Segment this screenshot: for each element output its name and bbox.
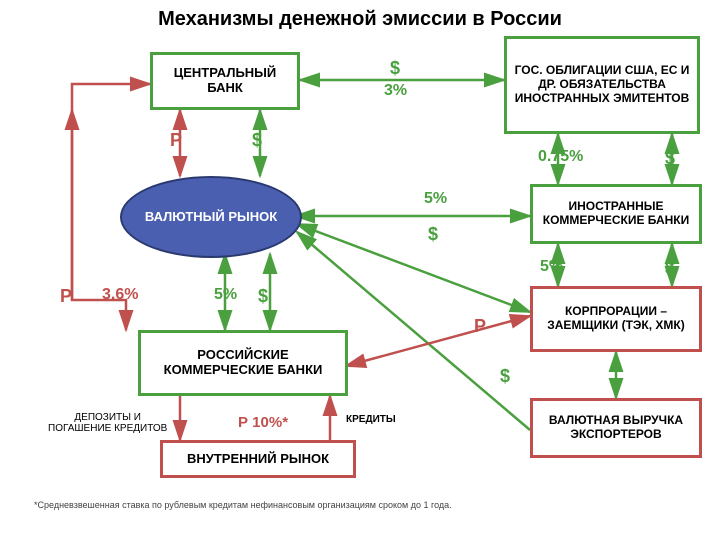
label-p_corp: Р bbox=[474, 316, 486, 337]
label-pct_3: 3% bbox=[384, 82, 407, 100]
node-central_bank: ЦЕНТРАЛЬНЫЙ БАНК bbox=[150, 52, 300, 110]
label-dollar_mid: $ bbox=[428, 224, 438, 245]
arrow-7 bbox=[297, 224, 530, 312]
footnote: *Средневзвешенная ставка по рублевым кре… bbox=[34, 500, 452, 510]
label-p_10: Р 10%* bbox=[238, 414, 288, 431]
node-domestic_market: ВНУТРЕННИЙ РЫНОК bbox=[160, 440, 356, 478]
arrow-9 bbox=[346, 316, 530, 366]
label-dollar_075: $ bbox=[665, 148, 675, 169]
node-export_revenue: ВАЛЮТНАЯ ВЫРУЧКА ЭКСПОРТЕРОВ bbox=[530, 398, 702, 458]
node-gov_bonds: ГОС. ОБЛИГАЦИИ США, ЕС И ДР. ОБЯЗАТЕЛЬСТ… bbox=[504, 36, 700, 134]
label-pct_5_top: 5% bbox=[424, 190, 447, 208]
label-dollar_cb: $ bbox=[252, 130, 262, 151]
label-pct_36: 3.6% bbox=[102, 286, 138, 304]
node-corporations: КОРПРОРАЦИИ – ЗАЕМЩИКИ (ТЭК, ХМК) bbox=[530, 286, 702, 352]
page-title: Механизмы денежной эмиссии в России bbox=[0, 8, 720, 31]
label-deposits: ДЕПОЗИТЫ ИПОГАШЕНИЕ КРЕДИТОВ bbox=[48, 412, 167, 434]
node-ru_banks: РОССИЙСКИЕ КОММЕРЧЕСКИЕ БАНКИ bbox=[138, 330, 348, 396]
label-p_far_left: Р bbox=[60, 286, 72, 307]
label-pct_075: 0.75% bbox=[538, 148, 583, 166]
node-fx_market: ВАЛЮТНЫЙ РЫНОК bbox=[120, 176, 302, 258]
label-pct_5_right: 5% bbox=[540, 258, 563, 276]
label-pct_5_left: 5% bbox=[214, 286, 237, 304]
label-dollar_5r: $ bbox=[665, 258, 675, 279]
label-dollar_5l: $ bbox=[258, 286, 268, 307]
label-dollar_corp: $ bbox=[500, 366, 510, 387]
label-p_left_cb: Р bbox=[170, 130, 182, 151]
label-dollar_top: $ bbox=[390, 58, 400, 79]
node-foreign_banks: ИНОСТРАННЫЕ КОММЕРЧЕСКИЕ БАНКИ bbox=[530, 184, 702, 244]
label-credits: КРЕДИТЫ bbox=[346, 414, 396, 425]
